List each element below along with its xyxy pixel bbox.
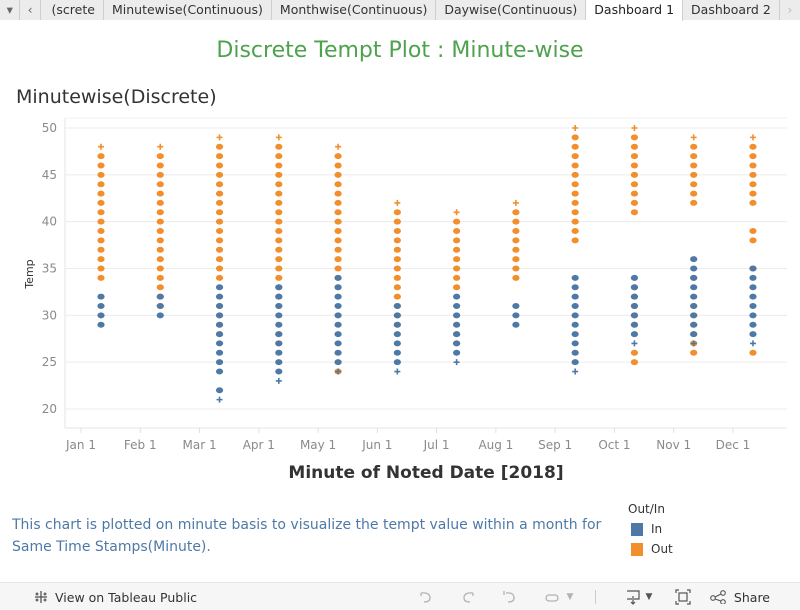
svg-text:Jan 1: Jan 1 — [65, 438, 96, 452]
svg-text:Jun 1: Jun 1 — [361, 438, 392, 452]
share-icon — [710, 590, 726, 604]
refresh-dropdown-caret-icon[interactable]: ▼ — [566, 592, 574, 602]
legend-title: Out/In — [628, 502, 665, 516]
x-axis-title: Minute of Noted Date [2018] — [288, 463, 564, 483]
redo-icon — [463, 592, 474, 603]
tableau-logo-icon — [35, 591, 47, 603]
svg-text:Sep 1: Sep 1 — [538, 438, 572, 452]
undo-icon — [420, 592, 431, 603]
fullscreen-button[interactable] — [662, 587, 704, 607]
chart-canvas[interactable]: 20 25 30 35 40 45 50 Temp Jan 1 Feb 1 Mar 1 Apr 1 Ma… — [0, 110, 800, 490]
tab-minutewise-discrete[interactable]: screte) — [40, 0, 104, 20]
dashboard-title: Discrete Tempt Plot : Minute-wise — [216, 38, 584, 63]
tab-dashboard-2[interactable]: Dashboard 2 — [683, 0, 780, 20]
scatter-chart[interactable]: 20 25 30 35 40 45 50 Temp Jan 1 Feb 1 Mar 1 Apr 1 Ma… — [0, 110, 800, 490]
svg-text:40: 40 — [42, 215, 57, 229]
tabs-menu-button[interactable]: ▾ — [0, 0, 21, 20]
svg-text:Jul 1: Jul 1 — [423, 438, 450, 452]
chart-caption: This chart is plotted on minute basis to… — [12, 517, 602, 555]
refresh-icon — [545, 594, 560, 602]
color-legend: Out/In In Out — [628, 502, 673, 562]
svg-text:50: 50 — [42, 121, 57, 135]
svg-text:35: 35 — [42, 262, 57, 276]
undo-button[interactable] — [405, 587, 447, 607]
toolbar-divider — [594, 590, 596, 604]
sheet-title: Minutewise(Discrete) — [16, 86, 217, 108]
refresh-button[interactable]: ▼ — [531, 587, 587, 607]
chevron-right-icon: › — [787, 2, 793, 17]
view-on-tableau-link[interactable]: View on Tableau Public — [33, 589, 197, 605]
svg-text:Feb 1: Feb 1 — [124, 438, 157, 452]
redo-button[interactable] — [447, 587, 489, 607]
svg-text:Apr 1: Apr 1 — [243, 438, 275, 452]
download-dropdown-caret-icon: ▼ — [645, 592, 653, 602]
download-icon — [627, 590, 641, 605]
tabs-scroll-left-button[interactable]: ‹ — [20, 0, 41, 20]
share-button[interactable]: Share — [710, 590, 770, 605]
tab-monthwise-continuous[interactable]: Monthwise(Continuous) — [271, 0, 437, 20]
revert-icon — [503, 591, 515, 603]
svg-text:May 1: May 1 — [300, 438, 336, 452]
fullscreen-icon — [675, 589, 691, 605]
tab-minutewise-continuous[interactable]: Minutewise(Continuous) — [103, 0, 272, 20]
tab-daywise-continuous[interactable]: Daywise(Continuous) — [436, 0, 587, 20]
legend-swatch-out — [631, 542, 643, 556]
series-in[interactable] — [97, 256, 757, 403]
tabs-scroll-right-button[interactable]: › — [779, 0, 800, 20]
chevron-left-icon: ‹ — [27, 2, 33, 17]
svg-text:Dec 1: Dec 1 — [716, 438, 751, 452]
svg-text:Nov 1: Nov 1 — [656, 438, 691, 452]
svg-text:Temp: Temp — [23, 259, 36, 289]
legend-item-out[interactable]: Out — [631, 542, 673, 556]
sheet-tab-bar: ▾ ‹ screte) Minutewise(Continuous) Month… — [0, 0, 800, 21]
download-button[interactable]: ▼ — [616, 587, 662, 607]
svg-text:Mar 1: Mar 1 — [182, 438, 216, 452]
revert-button[interactable] — [489, 587, 531, 607]
legend-swatch-in — [631, 522, 643, 536]
svg-text:45: 45 — [42, 168, 57, 182]
series-out[interactable] — [97, 125, 757, 375]
svg-text:Aug 1: Aug 1 — [478, 438, 513, 452]
legend-item-in[interactable]: In — [631, 522, 673, 536]
svg-text:Oct 1: Oct 1 — [598, 438, 630, 452]
dropdown-caret-icon: ▾ — [6, 2, 13, 17]
svg-text:20: 20 — [42, 402, 57, 416]
svg-text:30: 30 — [42, 308, 57, 322]
tableau-toolbar: View on Tableau Public ▼ ▼ Share — [0, 582, 800, 610]
svg-text:25: 25 — [42, 355, 57, 369]
tab-dashboard-1[interactable]: Dashboard 1 — [586, 0, 684, 21]
